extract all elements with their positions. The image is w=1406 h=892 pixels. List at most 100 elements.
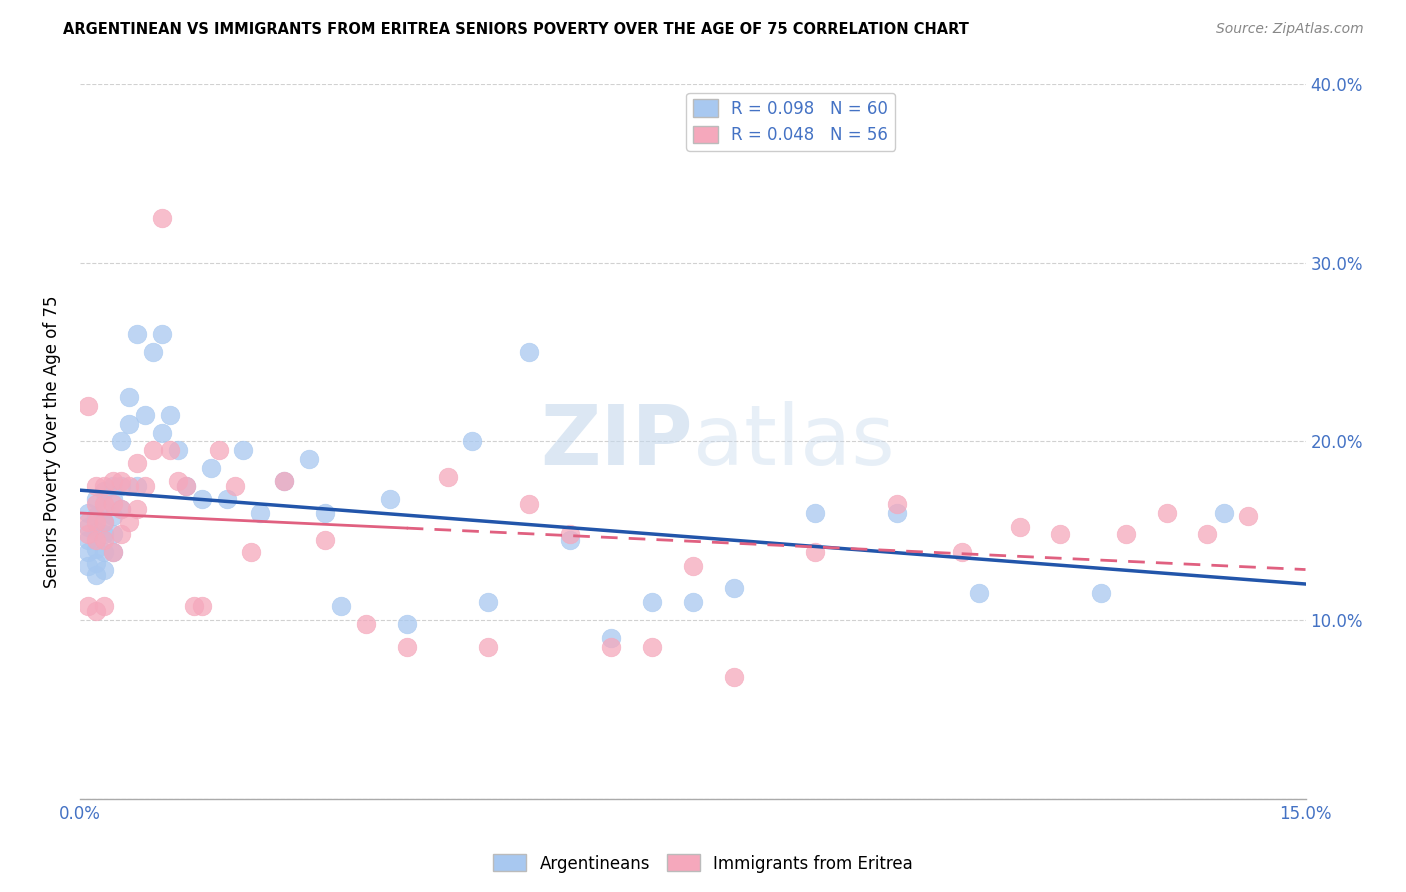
Point	[159, 443, 181, 458]
Point	[641, 640, 664, 654]
Y-axis label: Seniors Poverty Over the Age of 75: Seniors Poverty Over the Age of 75	[44, 295, 60, 588]
Point	[723, 670, 745, 684]
Point	[682, 595, 704, 609]
Point	[1156, 506, 1178, 520]
Point	[118, 390, 141, 404]
Point	[208, 443, 231, 458]
Point	[84, 524, 107, 538]
Point	[84, 533, 107, 547]
Point	[93, 484, 115, 499]
Text: Source: ZipAtlas.com: Source: ZipAtlas.com	[1216, 22, 1364, 37]
Point	[886, 506, 908, 520]
Point	[314, 533, 336, 547]
Point	[330, 599, 353, 613]
Point	[461, 434, 484, 449]
Point	[118, 417, 141, 431]
Point	[517, 497, 540, 511]
Text: ARGENTINEAN VS IMMIGRANTS FROM ERITREA SENIORS POVERTY OVER THE AGE OF 75 CORREL: ARGENTINEAN VS IMMIGRANTS FROM ERITREA S…	[63, 22, 969, 37]
Point	[93, 599, 115, 613]
Point	[93, 497, 115, 511]
Point	[142, 345, 165, 359]
Point	[682, 559, 704, 574]
Point	[93, 515, 115, 529]
Point	[558, 533, 581, 547]
Point	[101, 545, 124, 559]
Point	[84, 491, 107, 506]
Point	[886, 497, 908, 511]
Point	[273, 474, 295, 488]
Point	[93, 545, 115, 559]
Point	[101, 474, 124, 488]
Point	[110, 502, 132, 516]
Point	[200, 461, 222, 475]
Point	[77, 599, 100, 613]
Point	[93, 515, 115, 529]
Point	[134, 479, 156, 493]
Point	[477, 640, 499, 654]
Point	[600, 640, 623, 654]
Point	[134, 408, 156, 422]
Point	[118, 479, 141, 493]
Point	[395, 640, 418, 654]
Point	[1197, 527, 1219, 541]
Point	[150, 327, 173, 342]
Point	[93, 502, 115, 516]
Point	[84, 515, 107, 529]
Point	[84, 497, 107, 511]
Point	[110, 479, 132, 493]
Point	[950, 545, 973, 559]
Legend: Argentineans, Immigrants from Eritrea: Argentineans, Immigrants from Eritrea	[486, 847, 920, 880]
Legend: R = 0.098   N = 60, R = 0.048   N = 56: R = 0.098 N = 60, R = 0.048 N = 56	[686, 93, 896, 151]
Point	[1115, 527, 1137, 541]
Point	[298, 452, 321, 467]
Point	[1090, 586, 1112, 600]
Point	[600, 631, 623, 645]
Point	[215, 491, 238, 506]
Text: ZIP: ZIP	[540, 401, 693, 482]
Point	[1049, 527, 1071, 541]
Point	[142, 443, 165, 458]
Point	[167, 474, 190, 488]
Point	[77, 545, 100, 559]
Point	[314, 506, 336, 520]
Point	[77, 559, 100, 574]
Point	[101, 479, 124, 493]
Point	[110, 474, 132, 488]
Point	[93, 479, 115, 493]
Point	[183, 599, 205, 613]
Point	[380, 491, 402, 506]
Point	[240, 545, 263, 559]
Point	[77, 399, 100, 413]
Point	[804, 506, 827, 520]
Point	[191, 599, 214, 613]
Point	[395, 616, 418, 631]
Point	[125, 502, 148, 516]
Point	[174, 479, 197, 493]
Point	[93, 563, 115, 577]
Point	[77, 515, 100, 529]
Point	[77, 527, 100, 541]
Point	[249, 506, 271, 520]
Point	[93, 527, 115, 541]
Point	[723, 581, 745, 595]
Point	[84, 541, 107, 556]
Point	[125, 456, 148, 470]
Point	[967, 586, 990, 600]
Point	[110, 502, 132, 516]
Point	[110, 434, 132, 449]
Point	[167, 443, 190, 458]
Point	[1008, 520, 1031, 534]
Point	[77, 506, 100, 520]
Point	[477, 595, 499, 609]
Point	[1212, 506, 1234, 520]
Point	[1237, 509, 1260, 524]
Point	[93, 533, 115, 547]
Point	[101, 497, 124, 511]
Point	[101, 527, 124, 541]
Point	[84, 568, 107, 582]
Point	[159, 408, 181, 422]
Point	[436, 470, 458, 484]
Point	[354, 616, 377, 631]
Point	[77, 520, 100, 534]
Point	[125, 327, 148, 342]
